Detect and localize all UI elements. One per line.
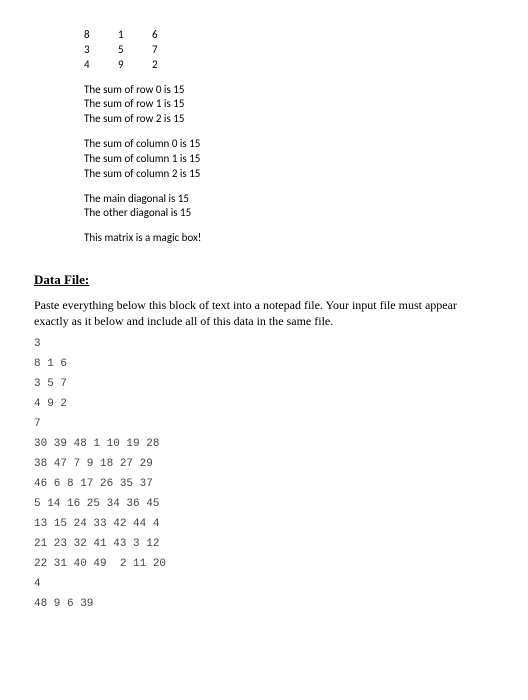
data-file-heading: Data File: (34, 272, 494, 288)
matrix-cell: 3 (84, 43, 118, 58)
row-sum-line: The sum of row 1 is 15 (84, 97, 494, 112)
col-sums-block: The sum of column 0 is 15 The sum of col… (84, 137, 494, 182)
document-page: 8 1 6 3 5 7 4 9 2 The sum of row 0 is 15… (0, 0, 528, 639)
matrix-cell: 1 (118, 28, 152, 43)
instructions-text: Paste everything below this block of tex… (34, 298, 494, 329)
data-line: 3 5 7 (34, 379, 494, 390)
matrix-cell: 5 (118, 43, 152, 58)
matrix-row: 3 5 7 (84, 43, 494, 58)
matrix-cell: 4 (84, 58, 118, 73)
col-sum-line: The sum of column 1 is 15 (84, 152, 494, 167)
matrix-cell: 2 (152, 58, 186, 73)
data-line: 13 15 24 33 42 44 4 (34, 519, 494, 530)
data-line: 21 23 32 41 43 3 12 (34, 539, 494, 550)
diagonals-block: The main diagonal is 15 The other diagon… (84, 192, 494, 222)
data-line: 4 9 2 (34, 399, 494, 410)
data-line: 30 39 48 1 10 19 28 (34, 439, 494, 450)
matrix-cell: 8 (84, 28, 118, 43)
data-line: 3 (34, 339, 494, 350)
output-block: 8 1 6 3 5 7 4 9 2 The sum of row 0 is 15… (84, 28, 494, 246)
diagonal-line: The other diagonal is 15 (84, 206, 494, 221)
matrix-row: 4 9 2 (84, 58, 494, 73)
data-file-block: 3 8 1 6 3 5 7 4 9 2 7 30 39 48 1 10 19 2… (34, 339, 494, 610)
matrix-cell: 6 (152, 28, 186, 43)
matrix-cell: 9 (118, 58, 152, 73)
row-sum-line: The sum of row 2 is 15 (84, 112, 494, 127)
row-sums-block: The sum of row 0 is 15 The sum of row 1 … (84, 83, 494, 128)
data-line: 5 14 16 25 34 36 45 (34, 499, 494, 510)
matrix-grid: 8 1 6 3 5 7 4 9 2 (84, 28, 494, 73)
data-line: 38 47 7 9 18 27 29 (34, 459, 494, 470)
data-line: 22 31 40 49 2 11 20 (34, 559, 494, 570)
diagonal-line: The main diagonal is 15 (84, 192, 494, 207)
conclusion-line: This matrix is a magic box! (84, 231, 494, 246)
data-line: 8 1 6 (34, 359, 494, 370)
data-line: 7 (34, 419, 494, 430)
matrix-cell: 7 (152, 43, 186, 58)
data-line: 48 9 6 39 (34, 599, 494, 610)
data-line: 4 (34, 579, 494, 590)
col-sum-line: The sum of column 0 is 15 (84, 137, 494, 152)
row-sum-line: The sum of row 0 is 15 (84, 83, 494, 98)
matrix-row: 8 1 6 (84, 28, 494, 43)
data-line: 46 6 8 17 26 35 37 (34, 479, 494, 490)
col-sum-line: The sum of column 2 is 15 (84, 167, 494, 182)
